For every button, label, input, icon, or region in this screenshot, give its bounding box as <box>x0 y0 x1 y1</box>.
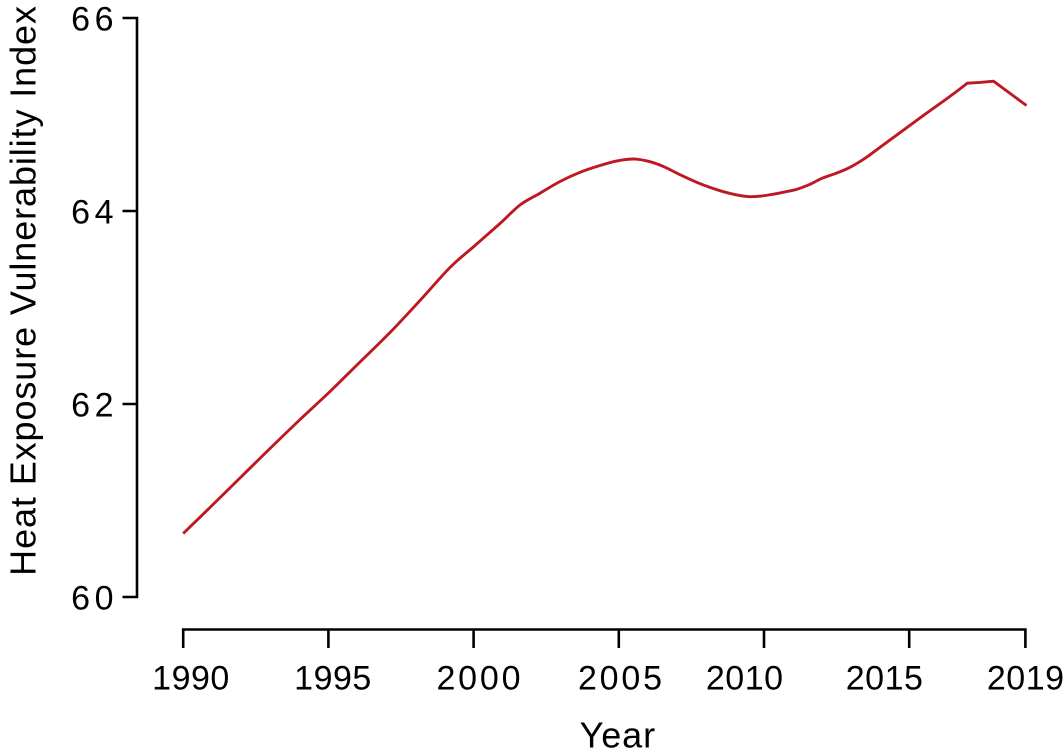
svg-text:Heat Exposure Vulnerability In: Heat Exposure Vulnerability Index <box>3 5 44 576</box>
svg-text:66: 66 <box>71 1 118 39</box>
svg-text:1990: 1990 <box>152 660 230 698</box>
svg-text:2005: 2005 <box>578 660 665 698</box>
svg-text:2015: 2015 <box>846 660 924 698</box>
svg-text:2010: 2010 <box>706 660 784 698</box>
svg-text:2019: 2019 <box>987 660 1064 698</box>
svg-text:2000: 2000 <box>436 660 523 698</box>
svg-text:Year: Year <box>580 715 656 752</box>
svg-text:1995: 1995 <box>294 660 372 698</box>
svg-text:62: 62 <box>71 387 118 425</box>
svg-text:64: 64 <box>71 194 118 232</box>
svg-text:60: 60 <box>71 580 118 618</box>
